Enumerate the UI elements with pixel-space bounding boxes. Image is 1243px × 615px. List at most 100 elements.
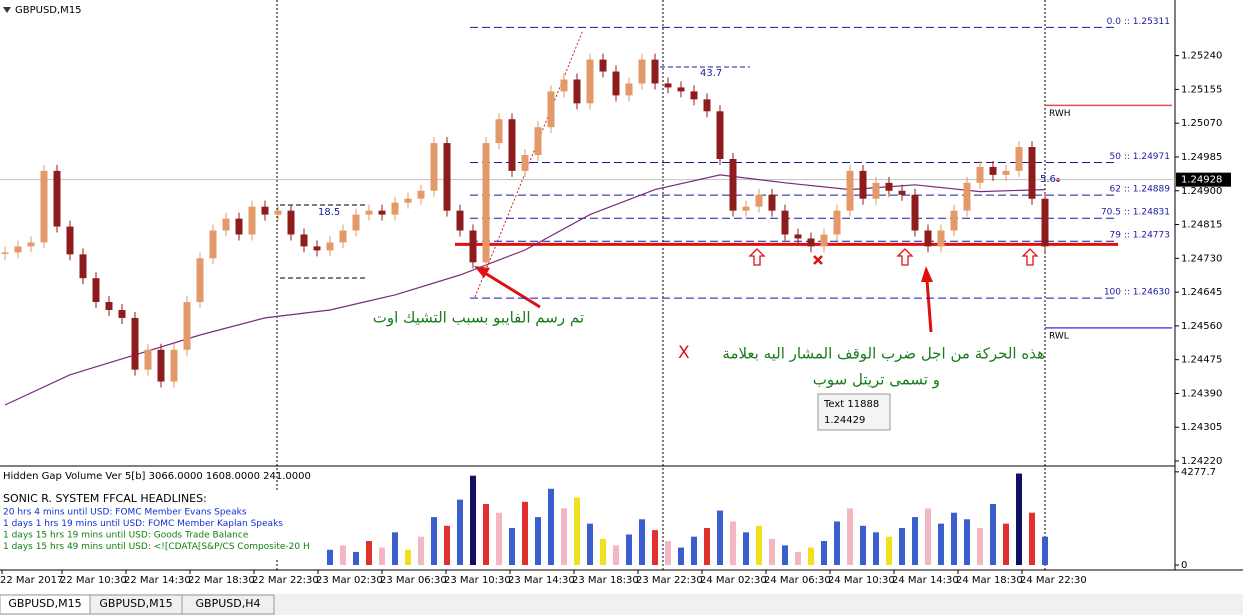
volume-bar [366, 541, 372, 565]
volume-bar [795, 551, 801, 565]
candle [820, 234, 828, 247]
candle [105, 302, 113, 310]
candle [508, 119, 516, 171]
arrow [925, 279, 933, 333]
candle [534, 127, 542, 155]
candle [690, 91, 698, 100]
candle [222, 218, 230, 231]
candle [209, 230, 217, 259]
volume-bar [743, 532, 749, 565]
volume-bar [509, 527, 515, 565]
candle [612, 71, 620, 96]
candle [183, 302, 191, 350]
menu-icon[interactable] [3, 7, 11, 13]
candle [521, 155, 529, 171]
x-tick-label: 24 Mar 14:30 [892, 575, 959, 586]
volume-bar [418, 536, 424, 565]
candle [729, 158, 737, 211]
candle [1, 252, 9, 254]
arrow [479, 268, 541, 309]
volume-bar [535, 517, 541, 565]
candle [846, 170, 854, 211]
candle [131, 317, 139, 370]
volume-bar [431, 517, 437, 565]
current-price-label: 1.24928 [1181, 175, 1222, 186]
y-tick-label: 0 [1181, 560, 1187, 571]
volume-bar [522, 501, 528, 565]
candle [703, 99, 711, 112]
tab[interactable] [181, 594, 275, 615]
headline: 1 days 15 hrs 49 mins until USD: <![CDAT… [3, 542, 310, 552]
candle [924, 230, 932, 247]
candle [365, 210, 373, 215]
up-arrows [748, 248, 1039, 266]
volume-bar [1016, 473, 1022, 565]
volume-bar [613, 545, 619, 565]
volume-bar [873, 532, 879, 565]
volume-bar [1003, 523, 1009, 565]
candle [196, 258, 204, 303]
candle [716, 111, 724, 159]
side-value: 5.6 [1040, 174, 1056, 185]
headline-box [0, 490, 300, 558]
candle [547, 91, 555, 128]
fib-label: 62 :: 1.24889 [1110, 185, 1171, 195]
volume-bar [951, 512, 957, 565]
candle [79, 254, 87, 279]
volume-bar [405, 549, 411, 565]
x-tick-label: 23 Mar 22:30 [636, 575, 703, 586]
small-fib-label: 43.7 [700, 68, 722, 79]
volume-bar [1029, 512, 1035, 565]
candle [391, 202, 399, 215]
moving-average [4, 174, 1046, 406]
volume-bar [600, 538, 606, 565]
volume-bar [834, 521, 840, 565]
volume-bar [457, 499, 463, 565]
volume-bar [496, 512, 502, 565]
candle [352, 214, 360, 231]
current-price-box [1176, 172, 1231, 187]
headline: 1 days 1 hrs 19 mins until USD: FOMC Mem… [3, 519, 283, 529]
candle [781, 210, 789, 235]
candle [469, 230, 477, 263]
x-tick-label: 23 Mar 18:30 [572, 575, 639, 586]
volume-bar [847, 508, 853, 565]
candle [677, 87, 685, 92]
y-tick-label: 1.24220 [1181, 456, 1222, 467]
fib-label: 79 :: 1.24773 [1110, 231, 1170, 241]
x-tick-label: 24 Mar 10:30 [828, 575, 895, 586]
volume-bar [574, 497, 580, 565]
candle [560, 79, 568, 92]
volume-bar [587, 523, 593, 565]
indicator-title: Hidden Gap Volume Ver 5[b] 3066.0000 160… [3, 471, 311, 482]
candle [625, 83, 633, 96]
volume-bar [639, 519, 645, 565]
candle [443, 143, 451, 211]
up-arrow [896, 248, 914, 266]
candle [157, 349, 165, 382]
volume-bar [561, 508, 567, 565]
volume-bar [340, 545, 346, 565]
y-tick-label: 1.24645 [1181, 287, 1222, 298]
rwl-label: RWL [1049, 331, 1069, 341]
headline-title: SONIC R. SYSTEM FFCAL HEADLINES: [3, 492, 207, 505]
headline: 20 hrs 4 mins until USD: FOMC Member Eva… [3, 508, 247, 518]
candle [235, 218, 243, 235]
volume-bar [665, 541, 671, 565]
x-tick-label: 22 Mar 10:30 [60, 575, 127, 586]
volume-bar [925, 508, 931, 565]
candle [872, 182, 880, 199]
x-tick-label: 23 Mar 10:30 [444, 575, 511, 586]
fib-label: 50 :: 1.24971 [1110, 152, 1170, 162]
volume-bar [548, 488, 554, 565]
x-tick-label: 24 Mar 02:30 [700, 575, 767, 586]
volume-bar [821, 541, 827, 565]
volume-bar [769, 538, 775, 565]
tab-bar-bg [0, 594, 1243, 615]
candle [794, 234, 802, 239]
candle [248, 206, 256, 235]
x-tick-label: 24 Mar 18:30 [956, 575, 1023, 586]
volume-bar [977, 527, 983, 565]
x-tick-label: 23 Mar 14:30 [508, 575, 575, 586]
x-tick-label: 23 Mar 06:30 [380, 575, 447, 586]
